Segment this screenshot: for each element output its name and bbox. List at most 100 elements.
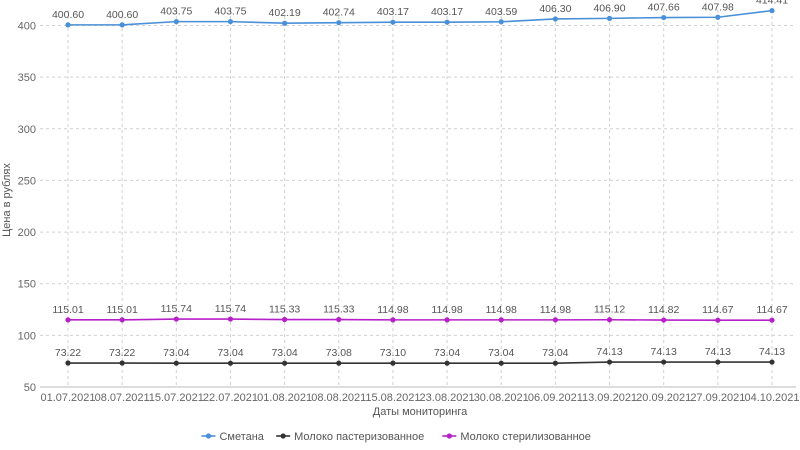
x-tick-label: 01.07.2021	[40, 392, 95, 404]
data-label: 114.82	[648, 304, 679, 316]
data-label: 73.04	[163, 347, 189, 359]
data-point[interactable]	[65, 317, 71, 323]
data-label: 407.98	[702, 1, 734, 13]
legend-item[interactable]: Молоко стерилизованное	[442, 431, 591, 443]
data-label: 400.60	[106, 9, 138, 21]
series-2: 73.22 73.22 73.04 73.04 73.04 73.08 73.10 73.04…	[55, 346, 785, 366]
data-point[interactable]	[498, 317, 504, 323]
data-point[interactable]	[390, 317, 396, 323]
data-point[interactable]	[390, 19, 396, 25]
data-label: 403.17	[377, 6, 409, 18]
data-label: 115.01	[106, 304, 137, 316]
data-point[interactable]	[606, 317, 613, 323]
y-tick-label: 200	[18, 227, 36, 239]
data-point[interactable]	[336, 316, 342, 323]
data-point[interactable]	[606, 359, 613, 365]
data-point[interactable]	[119, 360, 125, 366]
y-tick-label: 50	[24, 382, 36, 394]
data-label: 114.98	[431, 304, 462, 316]
x-tick-label: 20.09.2021	[636, 392, 691, 404]
y-tick-label: 400	[18, 20, 36, 32]
data-label: 400.60	[52, 9, 84, 21]
data-point[interactable]	[444, 19, 450, 25]
data-point[interactable]	[227, 360, 234, 366]
data-label: 403.75	[214, 6, 246, 18]
data-label: 403.17	[431, 6, 463, 18]
y-tick-label: 150	[18, 279, 36, 291]
data-label: 73.04	[434, 347, 460, 359]
data-label: 74.13	[651, 346, 677, 358]
data-point[interactable]	[227, 316, 234, 322]
data-point[interactable]	[498, 360, 504, 366]
data-point[interactable]	[661, 14, 667, 21]
data-point[interactable]	[390, 360, 396, 366]
data-label: 73.22	[55, 347, 81, 359]
data-point[interactable]	[282, 360, 288, 366]
data-point[interactable]	[715, 317, 721, 323]
data-label: 402.74	[323, 7, 355, 19]
data-label: 73.10	[380, 347, 406, 359]
legend-marker	[205, 433, 212, 439]
data-label: 114.67	[702, 304, 733, 316]
x-tick-label: 15.08.2021	[365, 392, 420, 404]
data-point[interactable]	[282, 316, 288, 323]
data-label: 406.30	[539, 3, 571, 15]
legend-label: Молоко стерилизованное	[460, 431, 591, 443]
data-point[interactable]	[444, 360, 450, 366]
data-point[interactable]	[769, 359, 775, 365]
legend-marker	[280, 433, 286, 439]
data-point[interactable]	[119, 317, 125, 323]
y-tick-label: 300	[18, 124, 36, 136]
data-point[interactable]	[173, 19, 179, 25]
data-point[interactable]	[552, 317, 558, 323]
legend[interactable]: Сметана Молоко пастеризованное Молоко стер…	[201, 431, 591, 443]
data-point[interactable]	[661, 359, 667, 365]
data-point[interactable]	[227, 19, 234, 25]
data-label: 414.41	[756, 0, 788, 7]
data-point[interactable]	[65, 22, 71, 28]
data-label: 73.04	[488, 347, 514, 359]
data-label: 115.33	[323, 304, 354, 316]
data-label: 73.04	[217, 347, 243, 359]
data-point[interactable]	[336, 360, 342, 366]
series-1: 400.60 400.60 403.75 403.75 402.19 402.74 403.…	[52, 0, 788, 28]
legend-label: Молоко пастеризованное	[294, 431, 424, 443]
data-label: 115.74	[161, 303, 192, 315]
series-group: 400.60 400.60 403.75 403.75 402.19 402.74 403.…	[52, 0, 788, 366]
data-label: 115.12	[594, 304, 625, 316]
data-point[interactable]	[715, 359, 721, 365]
data-point[interactable]	[173, 360, 179, 366]
series-line	[68, 361, 772, 365]
data-point[interactable]	[606, 15, 613, 21]
data-point[interactable]	[769, 317, 775, 323]
data-label: 407.66	[648, 2, 680, 14]
y-tick-label: 250	[18, 175, 36, 187]
data-label: 73.22	[109, 347, 135, 359]
data-point[interactable]	[661, 317, 667, 323]
data-label: 115.33	[269, 304, 300, 316]
data-point[interactable]	[282, 20, 288, 26]
data-point[interactable]	[336, 20, 342, 26]
legend-label: Сметана	[219, 431, 264, 443]
x-tick-label: 22.07.2021	[203, 392, 258, 404]
data-point[interactable]	[498, 19, 504, 25]
data-point[interactable]	[173, 316, 179, 322]
data-point[interactable]	[65, 360, 71, 366]
legend-item[interactable]: Молоко пастеризованное	[276, 431, 424, 443]
series-line	[68, 318, 772, 322]
data-point[interactable]	[769, 8, 775, 14]
x-tick-label: 04.10.2021	[744, 392, 799, 404]
data-point[interactable]	[119, 22, 125, 28]
data-label: 115.74	[215, 303, 246, 315]
data-point[interactable]	[444, 317, 450, 323]
legend-item[interactable]: Сметана	[201, 431, 265, 443]
data-label: 114.67	[756, 304, 787, 316]
data-label: 74.13	[759, 346, 785, 358]
data-label: 115.01	[52, 304, 83, 316]
data-label: 403.59	[485, 6, 517, 18]
data-point[interactable]	[715, 14, 721, 20]
series-line	[68, 9, 773, 26]
x-tick-label: 08.08.2021	[311, 392, 366, 404]
data-point[interactable]	[552, 360, 558, 366]
data-point[interactable]	[552, 16, 558, 22]
